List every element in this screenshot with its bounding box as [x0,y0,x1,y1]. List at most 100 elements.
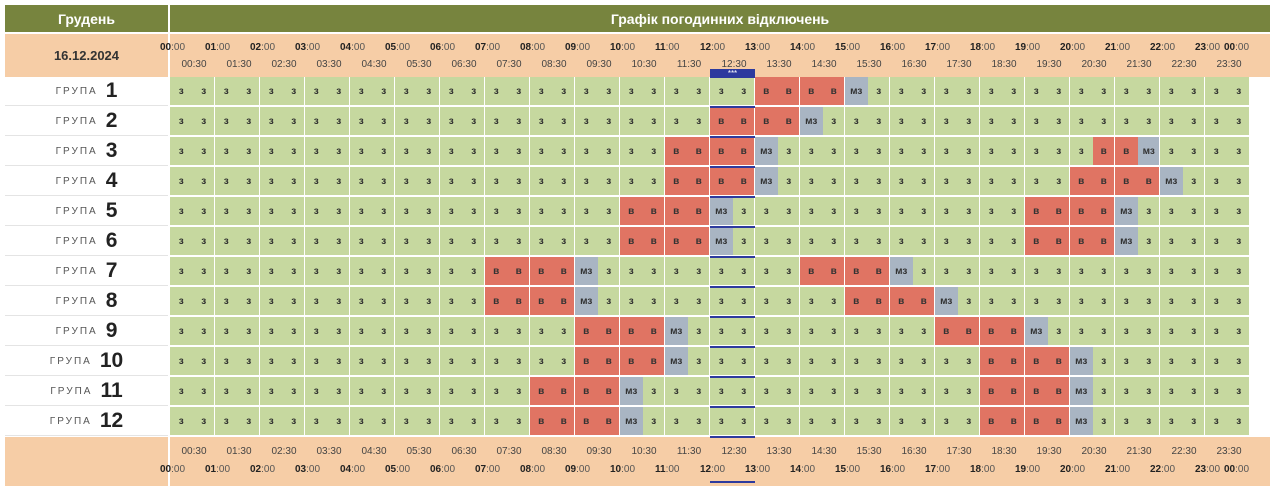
slot-cell: з [260,197,283,226]
slot-cell: з [260,347,283,376]
half-hour-label-bottom: 05:30 [406,446,432,457]
slot-cell: в [755,107,778,136]
slot-cell: з [395,227,418,256]
slot-cell: з [395,407,418,436]
slot-cell: з [822,407,845,436]
current-time-tick [710,376,755,378]
slot-cell: з [395,137,418,166]
slot-cell: з [845,227,868,256]
slot-cell: з [170,197,193,226]
slot-cell: з [800,407,823,436]
slot-cell: в [732,137,755,166]
slot-cell: з [237,167,260,196]
slot-cell: в [597,377,620,406]
slot-cell: з [935,137,958,166]
slot-cell: з [417,227,440,256]
hour-label-top: 03:00 [295,42,321,53]
footer-band-left [5,437,168,486]
slot-cell: з [800,167,823,196]
slot-cell: з [462,407,485,436]
half-hour-label-bottom: 20:30 [1081,446,1107,457]
slot-cell: з [845,407,868,436]
slot-cell: з [417,407,440,436]
slot-cell: в [980,347,1003,376]
slot-cell: з [642,407,665,436]
slot-cell: з [530,137,553,166]
slot-cell: з [935,167,958,196]
slot-cell: з [665,107,688,136]
half-hour-label-top: 20:30 [1081,59,1107,70]
hour-label-top: 21:00 [1105,42,1131,53]
half-hour-label-top: 05:30 [406,59,432,70]
slot-cell: з [957,347,980,376]
slot-cell: з [912,167,935,196]
slot-cell: з [1115,407,1138,436]
slot-cell: з [170,377,193,406]
slot-cell: з [215,197,238,226]
group-label: ГРУПА 11 [5,377,168,406]
slot-cell: з [777,167,800,196]
slot-cell: в [912,287,935,316]
slot-cell: з [170,137,193,166]
slot-cell: в [935,317,958,346]
hour-divider [619,77,620,437]
slot-cell: з [1205,347,1228,376]
slot-cell: з [845,137,868,166]
slot-cell: з [372,257,395,286]
slot-cell: з [980,257,1003,286]
slot-cell: з [350,167,373,196]
slot-cell: з [170,347,193,376]
hour-label-bottom: 12:00 [700,464,726,475]
slot-cell: з [1025,167,1048,196]
slot-cell: з [530,317,553,346]
slot-cell: з [597,107,620,136]
hour-label-bottom: 00:00 [160,464,186,475]
half-hour-label-bottom: 22:30 [1171,446,1197,457]
slot-cell: з [912,407,935,436]
slot-cell: з [1205,317,1228,346]
slot-cell: з [822,347,845,376]
slot-cell: з [777,137,800,166]
date-cell: 16.12.2024 [5,34,168,77]
slot-cell: з [1227,257,1250,286]
slot-cell: з [260,227,283,256]
hour-divider [529,77,530,437]
hour-label-bottom: 14:00 [790,464,816,475]
slot-cell: з [507,107,530,136]
slot-cell: з [507,347,530,376]
slot-cell: з [237,317,260,346]
slot-cell: з [530,197,553,226]
hour-label-top: 02:00 [250,42,276,53]
slot-cell: в [530,377,553,406]
slot-cell: з [440,257,463,286]
slot-cell: з [305,317,328,346]
slot-cell: з [1137,227,1160,256]
slot-cell: з [665,257,688,286]
slot-cell: з [485,407,508,436]
slot-cell: з [395,257,418,286]
group-number: 2 [105,109,118,132]
group-label: ГРУПА 7 [5,257,168,286]
slot-cell: в [755,77,778,106]
slot-cell: з [417,257,440,286]
hour-label-top: 10:00 [610,42,636,53]
slot-cell: в [530,287,553,316]
slot-cell: з [777,257,800,286]
slot-cell: з [912,257,935,286]
slot-cell: з [237,197,260,226]
hour-divider [394,77,395,437]
slot-cell: з [530,77,553,106]
hour-label-bottom: 15:00 [835,464,861,475]
slot-cell: з [575,227,598,256]
hour-label-bottom: 08:00 [520,464,546,475]
slot-cell: з [170,107,193,136]
slot-cell: з [215,257,238,286]
slot-cell: з [395,347,418,376]
slot-cell: з [867,167,890,196]
slot-cell: з [192,197,215,226]
hour-label-top: 15:00 [835,42,861,53]
slot-cell: з [935,107,958,136]
slot-cell: з [597,227,620,256]
hour-label-top: 00:00 [160,42,186,53]
slot-cell: з [305,287,328,316]
